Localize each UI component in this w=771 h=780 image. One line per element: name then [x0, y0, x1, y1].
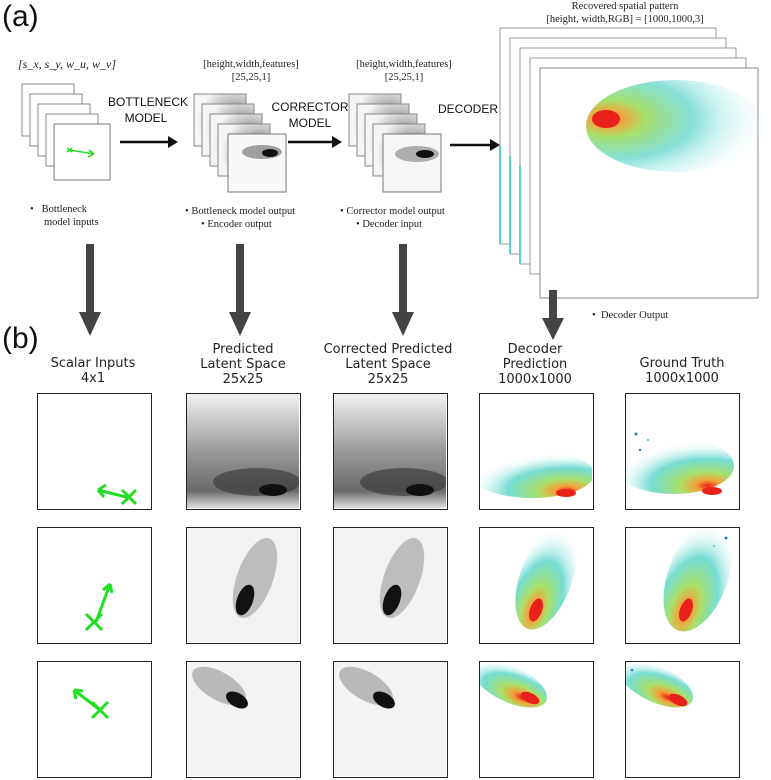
arrow-right-icon: [120, 136, 178, 148]
arrow-down-icon: [392, 244, 414, 336]
scalar-input-row1: [37, 393, 152, 510]
scalar-input-row3: [37, 661, 152, 778]
shape-label-2: [height,width,features] [25,25,1]: [356, 59, 452, 83]
predicted-latent-row2: [186, 527, 301, 644]
decoder-prediction-row3: [479, 661, 594, 778]
column-header-ground-truth: Ground Truth 1000x1000: [639, 356, 725, 386]
ground-truth-row3: [625, 661, 740, 778]
scalar-input-row2: [37, 527, 152, 644]
column-header-decoder: Decoder Prediction 1000x1000: [498, 342, 572, 387]
caption-corrector: • Corrector model output • Decoder input: [340, 206, 445, 230]
column-header-scalar: Scalar Inputs 4x1: [50, 356, 136, 386]
arrow-down-icon: [542, 290, 564, 340]
panel-label-a: (a): [2, 0, 39, 33]
decoder-label: DECODER: [437, 102, 498, 116]
decoder-prediction-row1: [479, 393, 594, 510]
shape-label-1: [height,width,features] [25,25,1]: [203, 59, 299, 83]
corrected-latent-row1: [333, 393, 448, 510]
vector-arrow-icon: [72, 688, 110, 720]
vector-arrow-icon: [84, 582, 114, 632]
arrow-right-icon: [450, 139, 500, 151]
arrow-down-icon: [229, 244, 251, 336]
caption-decoder-output: • Decoder Output: [592, 310, 669, 321]
bottleneck-output-stack: [193, 93, 287, 193]
column-header-corrected: Corrected Predicted Latent Space 25x25: [323, 342, 453, 387]
predicted-latent-row3: [186, 661, 301, 778]
ground-truth-row1: [625, 393, 740, 510]
corrector-model-label: CORRECTOR MODEL: [271, 100, 349, 130]
caption-bottleneck: • Bottleneck model output • Encoder outp…: [185, 206, 296, 230]
column-header-predicted: Predicted Latent Space 25x25: [200, 342, 286, 387]
decoder-prediction-row2: [479, 527, 594, 644]
corrected-latent-row3: [333, 661, 448, 778]
input-stack: [21, 83, 111, 181]
caption-inputs: • Bottleneck model inputs: [30, 204, 99, 228]
corrector-output-stack: [348, 93, 442, 193]
decoder-output-stack: [499, 27, 766, 299]
arrow-right-icon: [288, 136, 342, 148]
shape-label-3: Recovered spatial pattern [height, width…: [546, 1, 704, 25]
corrected-latent-row2: [333, 527, 448, 644]
bottleneck-model-label: BOTTLENECK MODEL: [108, 95, 189, 125]
panel-label-b: (b): [2, 322, 39, 355]
ground-truth-row2: [625, 527, 740, 644]
vector-arrow-icon: [96, 483, 138, 506]
arrow-down-icon: [79, 244, 101, 336]
predicted-latent-row1: [186, 393, 301, 510]
input-vector-label: [s_x, s_y, w_u, w_v]: [18, 57, 117, 71]
